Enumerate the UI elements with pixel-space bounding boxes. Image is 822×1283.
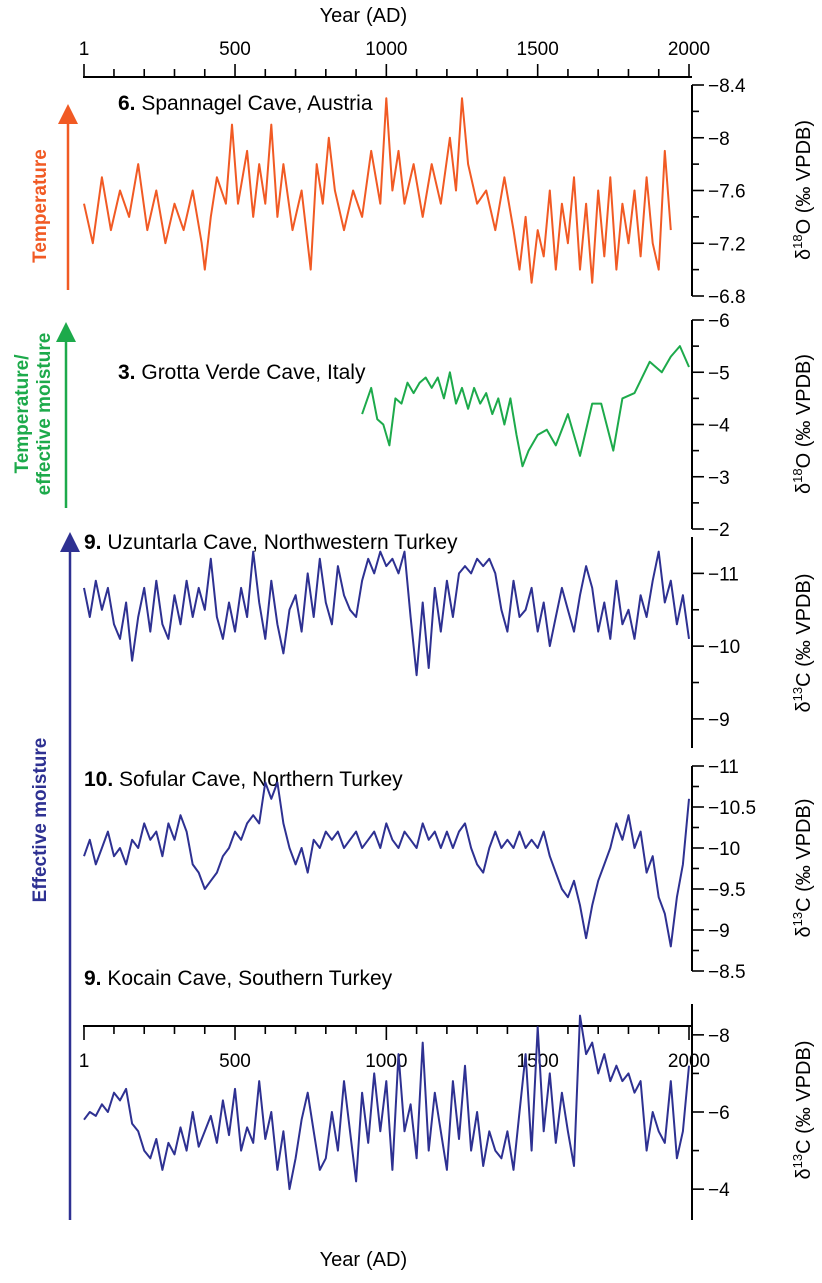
bottom-x-tick-label: 1500 — [517, 1051, 559, 1072]
bottom-x-tick-label: 2000 — [668, 1051, 710, 1072]
side-indicators: Temperature Temperature/ effective moist… — [12, 104, 80, 1220]
panel-4: −11 −10.5 −10 −9.5 −9 −8.5 10. Sofular Cave, N… — [83, 757, 815, 983]
panel-title: 9. Uzuntarla Cave, Northwestern Turkey — [84, 531, 458, 554]
y-tick-label: −6.8 — [708, 287, 746, 308]
top-x-tick-label: 2000 — [668, 39, 710, 60]
y-axis-label: δ13C (‰ VPDB) — [790, 1041, 815, 1180]
panel-title: 10. Sofular Cave, Northern Turkey — [84, 768, 403, 791]
y-tick-label: −7.2 — [708, 234, 746, 255]
temperature-moisture-arrow: Temperature/ effective moisture — [12, 322, 76, 508]
y-tick-label: −5 — [708, 363, 730, 384]
y-tick-label: −6 — [708, 1103, 730, 1124]
y-tick-label: −9.5 — [708, 880, 746, 901]
y-axis-label: δ13C (‰ VPDB) — [790, 574, 815, 713]
panel-title: 6. Spannagel Cave, Austria — [118, 92, 373, 115]
bottom-axis-unit: (AD) — [366, 1249, 407, 1271]
top-x-tick-label: 500 — [219, 39, 251, 60]
y-tick-label: −8 — [708, 129, 730, 150]
temperature-label: Temperature — [30, 149, 51, 263]
y-axis-label: δ18O (‰ VPDB) — [790, 354, 815, 494]
temperature-moisture-label-line1: Temperature/ — [12, 354, 33, 474]
top-x-tick-label: 1000 — [365, 39, 407, 60]
series-line — [83, 97, 672, 284]
top-axis-ticks: 1 500 1000 1500 2000 — [79, 39, 710, 77]
y-tick-label: −10 — [708, 839, 740, 860]
top-x-tick-label: 1500 — [517, 39, 559, 60]
y-tick-label: −7.6 — [708, 182, 746, 203]
y-tick-label: −4 — [708, 416, 730, 437]
y-tick-label: −4 — [708, 1180, 730, 1201]
y-tick-label: −6 — [708, 311, 730, 332]
bottom-x-tick-label: 1 — [79, 1051, 90, 1072]
series-line — [83, 781, 690, 948]
bottom-x-tick-label: 500 — [219, 1051, 251, 1072]
y-tick-label: −9 — [708, 710, 730, 731]
effective-moisture-label: Effective moisture — [30, 738, 51, 903]
y-tick-label: −11 — [708, 564, 739, 585]
chart-panels: −8.4 −8 −7.6 −7.2 −6.8 6. Spannagel Cave, Aus… — [83, 76, 815, 1220]
y-tick-label: −11 — [708, 757, 739, 778]
panel-5: −8 −6 −4 9. Kocain Cave, Southern Turkey δ13… — [83, 967, 815, 1220]
y-tick-label: −10 — [708, 637, 740, 658]
series-line — [83, 1014, 690, 1191]
y-tick-label: −8.5 — [708, 962, 746, 983]
y-tick-label: −8 — [708, 1026, 730, 1047]
bottom-x-tick-label: 1000 — [365, 1051, 407, 1072]
panel-title: 9. Kocain Cave, Southern Turkey — [84, 967, 393, 990]
effective-moisture-arrow: Effective moisture — [30, 532, 80, 1220]
y-tick-label: −9 — [708, 921, 730, 942]
panel-3: −11 −10 −9 9. Uzuntarla Cave, Northwestern … — [83, 531, 815, 748]
y-axis-label: δ18O (‰ VPDB) — [790, 120, 815, 260]
y-tick-label: −10.5 — [708, 798, 756, 819]
y-tick-label: −8.4 — [708, 76, 746, 97]
panel-2: −6 −5 −4 −3 −2 3. Grotta Verde Cave, Italy δ18… — [118, 311, 815, 541]
y-tick-label: −2 — [708, 520, 730, 541]
temperature-arrow: Temperature — [30, 104, 78, 290]
series-line — [83, 550, 690, 677]
bottom-axis-ticks: 1 500 1000 1500 2000 — [79, 1026, 710, 1072]
top-x-axis: Year (AD) 1 500 1000 1500 2000 — [79, 5, 710, 78]
top-axis-unit: (AD) — [366, 5, 407, 27]
panel-title: 3. Grotta Verde Cave, Italy — [118, 361, 366, 384]
panel-1: −8.4 −8 −7.6 −7.2 −6.8 6. Spannagel Cave, Aus… — [83, 76, 815, 308]
top-x-tick-label: 1 — [79, 39, 90, 60]
series-line — [361, 345, 690, 468]
bottom-axis-title: Year — [320, 1249, 361, 1271]
temperature-moisture-label-line2: effective moisture — [34, 333, 55, 496]
y-axis-label: δ13C (‰ VPDB) — [790, 799, 815, 938]
y-tick-label: −3 — [708, 468, 730, 489]
top-axis-title: Year — [320, 5, 361, 27]
